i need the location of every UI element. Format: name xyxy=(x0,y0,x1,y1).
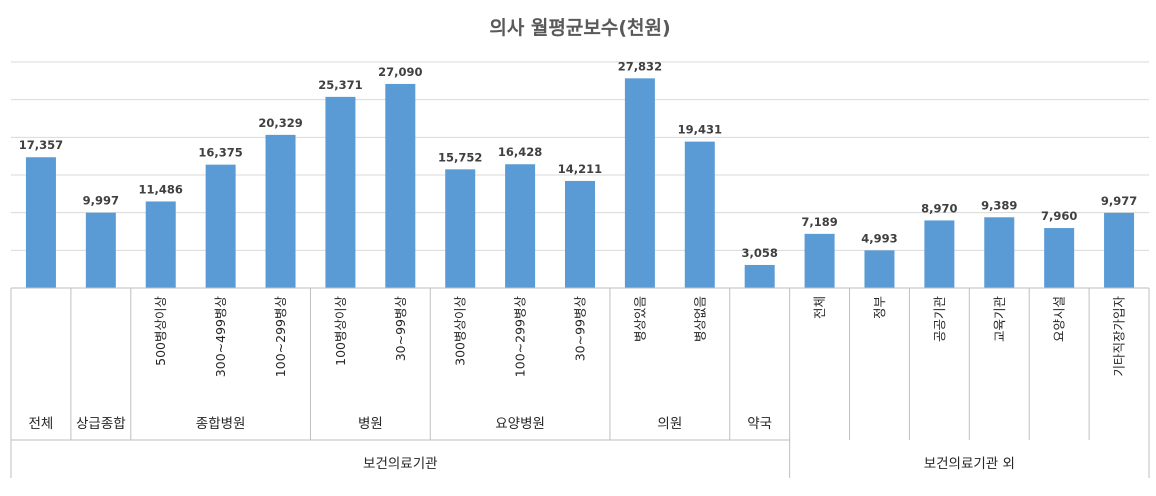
category-label: 병상있음 xyxy=(632,296,647,342)
bar xyxy=(565,180,595,288)
data-label: 9,389 xyxy=(981,198,1017,212)
data-label: 16,428 xyxy=(498,145,542,159)
category-label: 교육기관 xyxy=(992,296,1007,343)
group-label: 상급종합 xyxy=(76,416,126,432)
category-label: 100병상이상 xyxy=(333,296,348,366)
group-label: 종합병원 xyxy=(196,416,246,432)
category-label: 기타직장가입자 xyxy=(1112,296,1127,377)
bar xyxy=(25,157,56,288)
bar xyxy=(624,78,655,288)
supergroup-label: 보건의료기관 외 xyxy=(924,456,1015,472)
category-label: 300병상이상 xyxy=(453,296,468,366)
data-label: 25,371 xyxy=(318,78,362,92)
data-label: 14,211 xyxy=(558,162,602,176)
group-label: 병원 xyxy=(358,416,383,432)
bar xyxy=(505,164,536,288)
chart-title: 의사 월평균보수(천원) xyxy=(489,17,670,39)
supergroup-label: 보건의료기관 xyxy=(363,456,438,472)
data-label: 7,189 xyxy=(801,215,837,229)
data-label: 27,090 xyxy=(378,65,422,79)
category-label: 100~299병상 xyxy=(513,296,528,378)
category-axis: 500병상이상 300~499병상 100~299병상 100병상이상 30~99병상 3… xyxy=(10,287,1150,478)
bar xyxy=(984,217,1015,288)
group-label: 약국 xyxy=(747,416,772,432)
bar xyxy=(1044,228,1075,288)
gridlines xyxy=(11,61,1149,251)
category-label: 전체 xyxy=(812,296,827,319)
category-label: 30~99병상 xyxy=(393,296,408,362)
category-label: 병상없음 xyxy=(692,296,707,342)
bars xyxy=(25,78,1135,289)
category-label: 요양시설 xyxy=(1052,296,1067,342)
bar xyxy=(924,220,955,288)
category-label: 300~499병상 xyxy=(213,296,228,378)
data-label: 4,993 xyxy=(861,231,897,245)
category-label: 정부 xyxy=(872,296,887,319)
category-label: 공공기관 xyxy=(932,296,947,343)
data-label: 20,329 xyxy=(258,116,302,130)
bar xyxy=(145,201,176,288)
data-label: 16,375 xyxy=(198,146,242,160)
group-label: 요양병원 xyxy=(495,416,545,432)
category-label: 30~99병상 xyxy=(573,296,588,362)
bar xyxy=(205,164,236,288)
group-label: 전체 xyxy=(29,416,54,432)
bar xyxy=(265,134,296,288)
bar xyxy=(325,96,356,289)
data-label: 9,997 xyxy=(83,194,119,208)
data-label: 19,431 xyxy=(678,123,722,137)
bar xyxy=(744,264,775,288)
bar xyxy=(684,141,715,288)
data-label: 11,486 xyxy=(139,182,183,196)
data-label: 7,960 xyxy=(1041,209,1077,223)
bar xyxy=(385,83,416,288)
data-label: 15,752 xyxy=(438,150,482,164)
bar xyxy=(85,212,116,288)
category-label: 100~299병상 xyxy=(273,296,288,378)
data-label: 17,357 xyxy=(19,138,63,152)
category-label: 500병상이상 xyxy=(153,296,168,366)
bar xyxy=(445,169,476,288)
bar xyxy=(864,250,895,288)
data-labels: 17,357 9,997 11,486 16,375 20,329 25,371 27,09… xyxy=(19,59,1137,260)
group-label: 의원 xyxy=(657,416,682,432)
bar xyxy=(804,233,835,288)
data-label: 27,832 xyxy=(618,59,662,73)
data-label: 9,977 xyxy=(1101,194,1137,208)
bar xyxy=(1104,212,1135,288)
data-label: 3,058 xyxy=(741,246,777,260)
data-label: 8,970 xyxy=(921,201,957,215)
